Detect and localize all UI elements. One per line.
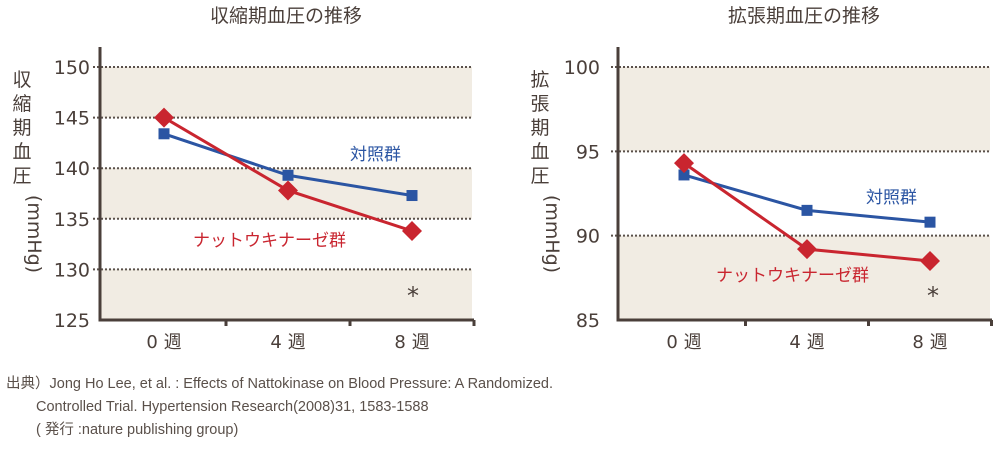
- source-line-1: 出典）Jong Ho Lee, et al. : Effects of Natt…: [6, 373, 553, 396]
- y-tick-label: 145: [54, 108, 90, 130]
- y-axis-label-char: 張: [530, 93, 549, 115]
- y-axis-label-char: 圧: [12, 165, 31, 187]
- x-tick-label: 4 週: [270, 332, 305, 353]
- source-text-1: Jong Ho Lee, et al. : Effects of Nattoki…: [49, 376, 554, 392]
- y-axis-label-char: 期: [530, 117, 549, 139]
- x-tick-label: 4 週: [789, 332, 824, 353]
- chart-title: 収縮期血圧の推移: [210, 5, 362, 27]
- plot-band: [100, 67, 472, 118]
- plot-band: [100, 117, 472, 169]
- significance-marker: *: [927, 282, 939, 310]
- data-point-square: [924, 216, 936, 228]
- source-line-2: Controlled Trial. Hypertension Research(…: [36, 399, 429, 415]
- data-point-diamond: [797, 239, 817, 260]
- x-tick-label: 8 週: [394, 332, 429, 353]
- y-axis-unit-label: (mmHg): [23, 195, 45, 273]
- y-tick-label: 130: [54, 259, 90, 281]
- data-point-diamond: [920, 250, 940, 271]
- y-axis-label-char: 血: [12, 141, 31, 163]
- y-tick-label: 140: [54, 158, 90, 180]
- data-point-square: [282, 169, 294, 181]
- series-label-control: 対照群: [350, 145, 401, 165]
- y-axis-unit-label: (mmHg): [541, 195, 563, 273]
- y-tick-label: 95: [576, 141, 600, 163]
- y-tick-label: 100: [564, 57, 600, 79]
- x-tick-label: 0 週: [146, 332, 181, 353]
- data-point-square: [801, 204, 813, 216]
- chart-diastolic: 拡張期血圧の推移 85 90 95 100 0 週 4 週 8 週 拡張期血圧 (mmHg) 対照群…: [530, 5, 993, 353]
- data-point-diamond: [154, 107, 174, 128]
- data-point-diamond: [278, 180, 298, 201]
- x-tick-label: 0 週: [666, 332, 701, 353]
- y-tick-label: 90: [576, 226, 600, 248]
- y-axis-label-char: 縮: [12, 93, 31, 115]
- series-label-nattokinase: ナットウキナーゼ群: [193, 231, 346, 251]
- y-tick-label: 85: [576, 310, 600, 332]
- chart-title: 拡張期血圧の推移: [728, 5, 880, 27]
- y-tick-label: 125: [54, 310, 90, 332]
- source-line-3: ( 発行 :nature publishing group): [36, 422, 239, 438]
- series-label-nattokinase: ナットウキナーゼ群: [716, 266, 869, 286]
- chart-systolic: 収縮期血圧の推移 125 130 135 140 145 150 0 週 4 週 8 週 収縮期血圧…: [12, 5, 476, 353]
- source-citation: 出典）Jong Ho Lee, et al. : Effects of Natt…: [6, 373, 553, 442]
- significance-marker: *: [407, 282, 419, 310]
- x-tick-label: 8 週: [912, 332, 947, 353]
- y-tick-label: 135: [54, 209, 90, 231]
- plot-band: [618, 67, 990, 152]
- y-axis-label-char: 期: [12, 117, 31, 139]
- data-point-square: [158, 128, 170, 140]
- data-point-square: [406, 190, 418, 202]
- series-label-control: 対照群: [866, 188, 917, 208]
- y-tick-label: 150: [54, 57, 90, 79]
- data-point-square: [678, 169, 690, 181]
- y-axis-label-char: 圧: [530, 165, 549, 187]
- data-point-diamond: [402, 220, 422, 241]
- data-point-diamond: [674, 153, 694, 174]
- plot-band: [100, 269, 472, 320]
- y-axis-label-char: 血: [530, 141, 549, 163]
- source-prefix: 出典）: [6, 376, 50, 392]
- y-axis-label-char: 収: [12, 69, 31, 91]
- y-axis-label-char: 拡: [530, 69, 549, 91]
